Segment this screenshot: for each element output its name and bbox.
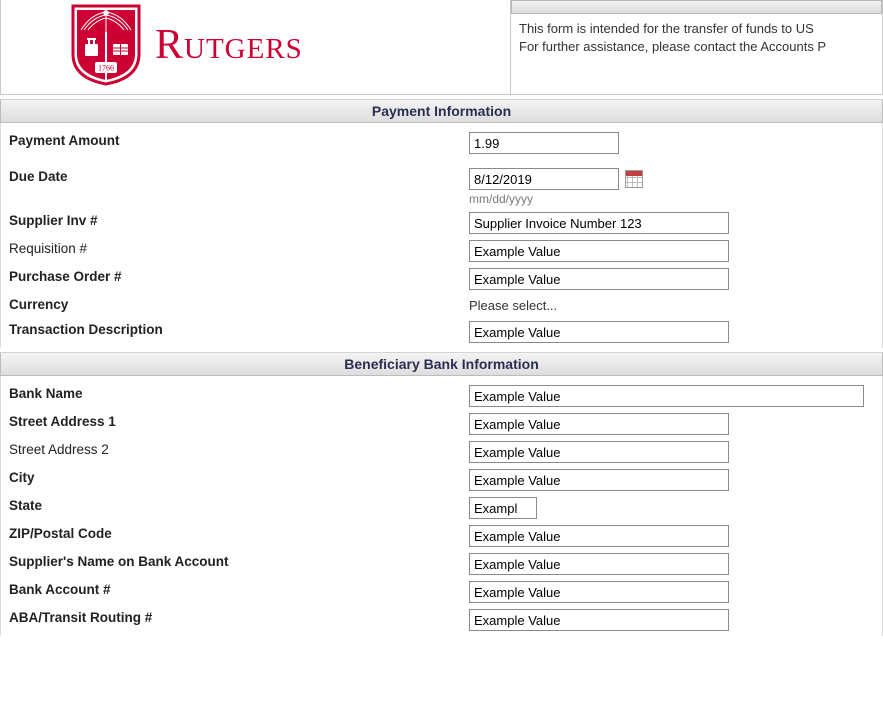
row-supplier-inv: Supplier Inv # — [1, 209, 882, 237]
input-requisition[interactable] — [469, 240, 729, 262]
input-due-date[interactable] — [469, 168, 619, 190]
label-supplier-inv: Supplier Inv # — [9, 211, 469, 230]
instructions-header-bar — [511, 0, 882, 14]
row-bank-account: Bank Account # — [1, 578, 882, 606]
row-street2: Street Address 2 — [1, 438, 882, 466]
rutgers-wordmark: Rutgers — [155, 21, 303, 69]
input-aba[interactable] — [469, 609, 729, 631]
label-due-date: Due Date — [9, 167, 469, 186]
label-state: State — [9, 496, 469, 515]
payment-form-body: Payment Amount Due Date mm/dd/yyyy Suppl… — [0, 123, 883, 348]
label-currency: Currency — [9, 295, 469, 314]
label-transaction-desc: Transaction Description — [9, 320, 469, 339]
row-street1: Street Address 1 — [1, 410, 882, 438]
input-payment-amount[interactable] — [469, 132, 619, 154]
input-city[interactable] — [469, 469, 729, 491]
section-header-payment: Payment Information — [0, 99, 883, 123]
label-bank-account: Bank Account # — [9, 580, 469, 599]
row-purchase-order: Purchase Order # — [1, 265, 882, 293]
logo-cell: 1766 Rutgers — [1, 0, 511, 94]
input-bank-name[interactable] — [469, 385, 864, 407]
shield-year: 1766 — [98, 64, 114, 73]
instructions-line2: For further assistance, please contact t… — [519, 39, 826, 54]
input-transaction-desc[interactable] — [469, 321, 729, 343]
input-street2[interactable] — [469, 441, 729, 463]
label-street2: Street Address 2 — [9, 440, 469, 459]
row-zip: ZIP/Postal Code — [1, 522, 882, 550]
row-city: City — [1, 466, 882, 494]
section-header-bank: Beneficiary Bank Information — [0, 352, 883, 376]
header-row: 1766 Rutgers This form is intended for t… — [0, 0, 883, 95]
select-currency[interactable]: Please select... — [469, 296, 874, 315]
row-aba: ABA/Transit Routing # — [1, 606, 882, 634]
input-bank-account[interactable] — [469, 581, 729, 603]
row-payment-amount: Payment Amount — [1, 129, 882, 157]
input-zip[interactable] — [469, 525, 729, 547]
row-supplier-name: Supplier's Name on Bank Account — [1, 550, 882, 578]
label-street1: Street Address 1 — [9, 412, 469, 431]
input-street1[interactable] — [469, 413, 729, 435]
rutgers-shield-icon: 1766 — [71, 4, 141, 86]
label-city: City — [9, 468, 469, 487]
instructions-cell: This form is intended for the transfer o… — [511, 0, 882, 94]
label-payment-amount: Payment Amount — [9, 131, 469, 150]
label-zip: ZIP/Postal Code — [9, 524, 469, 543]
row-due-date: Due Date mm/dd/yyyy — [1, 165, 882, 209]
input-purchase-order[interactable] — [469, 268, 729, 290]
label-aba: ABA/Transit Routing # — [9, 608, 469, 627]
input-state[interactable] — [469, 497, 537, 519]
calendar-icon[interactable] — [625, 170, 643, 188]
label-bank-name: Bank Name — [9, 384, 469, 403]
row-state: State — [1, 494, 882, 522]
row-currency: Currency Please select... — [1, 293, 882, 318]
instructions-text: This form is intended for the transfer o… — [519, 20, 874, 55]
label-supplier-name: Supplier's Name on Bank Account — [9, 552, 469, 571]
label-requisition: Requisition # — [9, 239, 469, 258]
hint-due-date: mm/dd/yyyy — [469, 192, 874, 206]
bank-form-body: Bank Name Street Address 1 Street Addres… — [0, 376, 883, 636]
row-bank-name: Bank Name — [1, 382, 882, 410]
input-supplier-name[interactable] — [469, 553, 729, 575]
input-supplier-inv[interactable] — [469, 212, 729, 234]
row-requisition: Requisition # — [1, 237, 882, 265]
instructions-line1: This form is intended for the transfer o… — [519, 21, 814, 36]
label-purchase-order: Purchase Order # — [9, 267, 469, 286]
row-transaction-desc: Transaction Description — [1, 318, 882, 346]
